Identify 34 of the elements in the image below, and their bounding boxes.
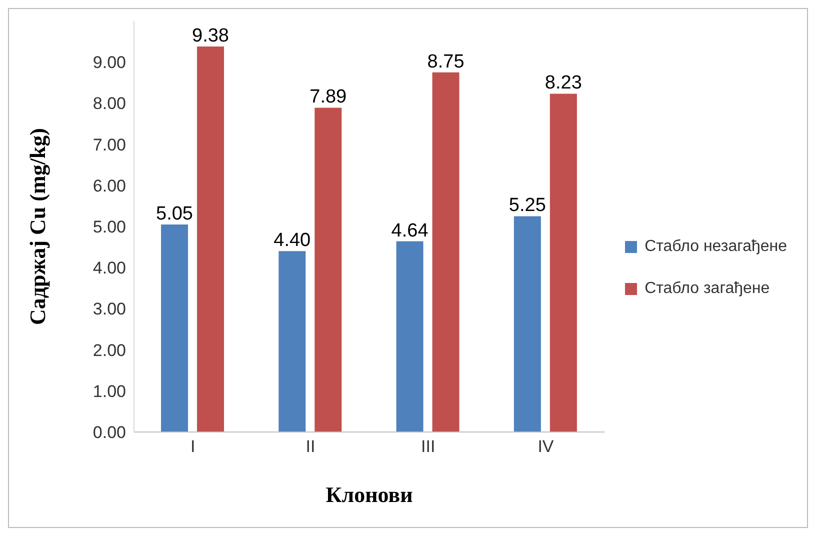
data-label: 8.23 bbox=[544, 72, 582, 94]
bar bbox=[432, 72, 460, 432]
x-tick-label: III bbox=[421, 437, 436, 456]
bar bbox=[314, 108, 342, 432]
y-tick-label: 9.00 bbox=[92, 53, 126, 72]
legend-label: Стабло незагађене bbox=[644, 238, 787, 256]
y-tick-label: 2.00 bbox=[92, 340, 126, 360]
x-tick-label: IV bbox=[538, 437, 554, 456]
y-tick-label: 0.00 bbox=[92, 423, 126, 442]
x-axis-title: Клонови bbox=[326, 482, 414, 507]
data-label: 5.05 bbox=[156, 203, 193, 224]
y-tick-label: 7.00 bbox=[92, 135, 126, 154]
x-tick-label: II bbox=[306, 437, 316, 456]
bar bbox=[161, 224, 188, 432]
bar bbox=[197, 46, 224, 432]
y-tick-label: 5.00 bbox=[92, 218, 126, 237]
bar bbox=[514, 216, 541, 432]
y-tick-label: 3.00 bbox=[92, 300, 126, 319]
data-label: 4.64 bbox=[391, 220, 429, 242]
data-label: 5.25 bbox=[508, 195, 546, 216]
y-tick-label: 6.00 bbox=[92, 176, 126, 196]
y-axis-title: Садржај Cu (mg/kg) bbox=[24, 128, 50, 325]
y-tick-label: 4.00 bbox=[92, 258, 126, 278]
data-label: 9.38 bbox=[192, 25, 229, 46]
y-tick-label: 8.00 bbox=[92, 94, 126, 114]
bar bbox=[278, 251, 306, 432]
data-label: 8.75 bbox=[427, 51, 464, 72]
data-label: 4.40 bbox=[274, 230, 311, 252]
x-tick-label: I bbox=[190, 437, 196, 456]
data-label: 7.89 bbox=[310, 86, 347, 108]
bar bbox=[396, 241, 424, 432]
y-tick-label: 1.00 bbox=[92, 382, 126, 401]
bar bbox=[550, 94, 577, 432]
legend-label: Стабло загађене bbox=[644, 280, 770, 298]
